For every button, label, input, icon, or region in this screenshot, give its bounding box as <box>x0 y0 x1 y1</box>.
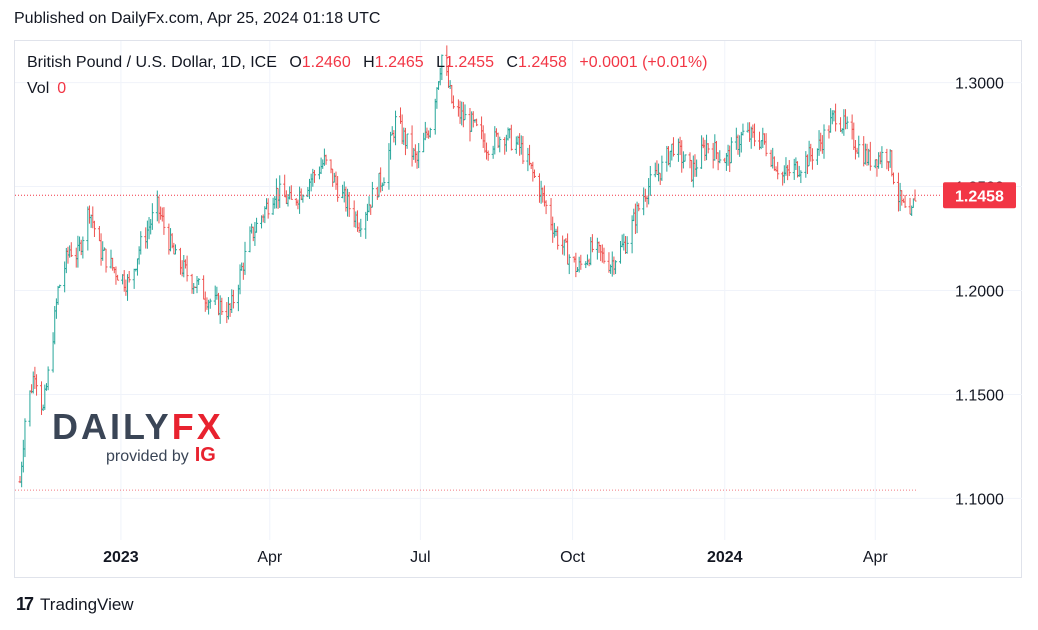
x-tick-label: 2023 <box>103 549 139 566</box>
symbol-name: British Pound / U.S. Dollar, 1D, ICE <box>27 54 277 71</box>
provided-by-ig: provided by IG <box>106 444 216 466</box>
symbol-legend: British Pound / U.S. Dollar, 1D, ICE O1.… <box>27 54 707 72</box>
change-value: +0.0001 (+0.01%) <box>579 54 708 71</box>
x-tick-label: Oct <box>560 549 585 566</box>
volume-label: Vol <box>27 80 50 97</box>
y-tick-label: 1.3000 <box>955 76 1004 93</box>
tradingview-label: TradingView <box>40 594 134 614</box>
close-value: 1.2458 <box>517 54 567 71</box>
y-tick-label: 1.1500 <box>955 387 1004 404</box>
x-tick-label: Jul <box>410 549 430 566</box>
chart-frame <box>14 40 1022 578</box>
tradingview-icon: 17 <box>16 594 34 614</box>
tradingview-logo[interactable]: 17 TradingView <box>16 594 134 615</box>
close-label: C <box>506 54 518 71</box>
y-tick-label: 1.2000 <box>955 284 1004 301</box>
last-price-label: 1.2458 <box>955 188 1004 205</box>
high-label: H <box>363 54 375 71</box>
open-label: O <box>289 54 302 71</box>
low-label: L <box>436 54 446 71</box>
volume-legend: Vol 0 <box>27 80 66 98</box>
x-tick-label: Apr <box>257 549 283 566</box>
dailyfx-watermark: DAILYFX provided by IG <box>52 406 224 467</box>
low-value: 1.2455 <box>445 54 494 71</box>
y-tick-label: 1.1000 <box>955 491 1004 508</box>
high-value: 1.2465 <box>374 54 424 71</box>
open-value: 1.2460 <box>301 54 351 71</box>
last-price-badge <box>943 182 1016 209</box>
dailyfx-logo: DAILYFX <box>52 406 224 447</box>
x-tick-label: Apr <box>863 549 889 566</box>
x-tick-label: 2024 <box>707 549 743 566</box>
published-line: Published on DailyFx.com, Apr 25, 2024 0… <box>14 10 381 27</box>
volume-value: 0 <box>57 80 67 97</box>
